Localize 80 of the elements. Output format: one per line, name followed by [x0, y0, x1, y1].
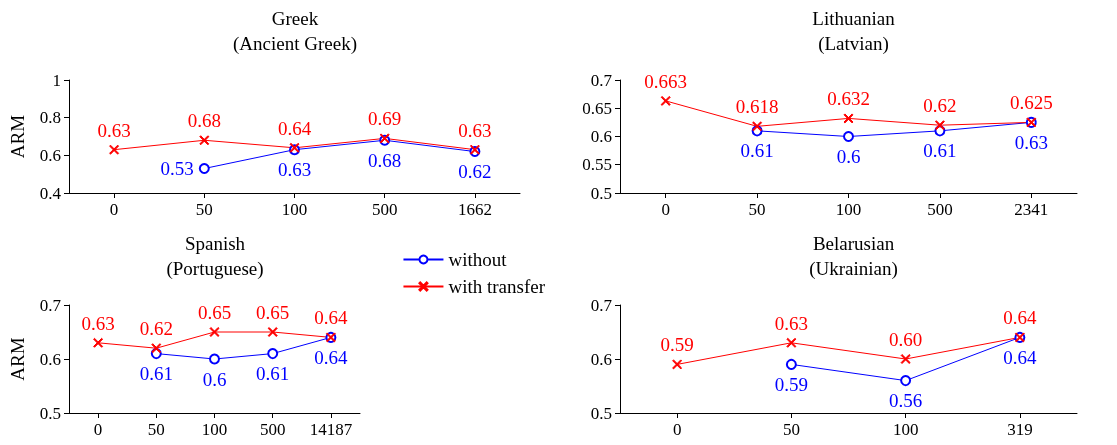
data-label: 0.59 — [660, 334, 694, 356]
data-label: 0.64 — [314, 307, 349, 329]
x-tick-label: 0 — [93, 420, 103, 439]
data-label: 0.63 — [774, 312, 808, 334]
x-tick-label: 0 — [109, 200, 119, 219]
chart-subtitle: (Ukrainian) — [809, 258, 898, 280]
chart-subtitle: (Latvian) — [818, 33, 889, 55]
y-tick-label: 0.6 — [39, 145, 61, 165]
data-label: 0.53 — [160, 158, 194, 180]
data-label: 0.65 — [197, 302, 232, 323]
y-tick-label: 0.8 — [39, 108, 61, 128]
y-tick-label: 0.7 — [590, 295, 613, 315]
data-label: 0.59 — [774, 373, 808, 395]
data-label: 0.618 — [735, 96, 779, 118]
data-label: 0.68 — [368, 149, 402, 171]
y-tick-label: 0.7 — [590, 70, 613, 90]
x-tick-label: 50 — [782, 420, 800, 439]
y-tick-label: 0.5 — [39, 403, 61, 423]
data-label: 0.6 — [202, 368, 227, 390]
x-tick-label: 500 — [371, 200, 398, 219]
y-tick-label: 0.7 — [39, 295, 62, 315]
y-tick-label: 1 — [52, 70, 61, 90]
data-label: 0.56 — [889, 390, 923, 412]
y-tick-label: 0.65 — [582, 98, 612, 118]
x-tick-label: 500 — [927, 200, 953, 219]
data-label: 0.64 — [277, 117, 312, 139]
data-label: 0.63 — [277, 159, 312, 181]
y-tick-label: 0.5 — [590, 183, 612, 203]
y-tick-label: 0.6 — [590, 127, 612, 146]
data-label: 0.64 — [314, 346, 349, 368]
y-tick-label: 0.5 — [590, 403, 612, 423]
x-tick-label: 100 — [892, 420, 919, 439]
data-label: 0.61 — [256, 363, 290, 385]
data-label: 0.62 — [923, 95, 957, 117]
x-tick-label: 14187 — [309, 420, 353, 439]
data-label: 0.64 — [1003, 307, 1037, 329]
x-tick-label: 319 — [1007, 420, 1033, 439]
chart-title: Greek — [271, 8, 319, 29]
y-axis-title: ARM — [7, 114, 28, 159]
data-label: 0.65 — [256, 302, 290, 323]
x-tick-label: 100 — [201, 420, 228, 439]
data-label: 0.68 — [187, 110, 221, 132]
chart-title: Lithuanian — [812, 8, 896, 29]
y-tick-label: 0.6 — [39, 349, 61, 369]
legend-label: with transfer — [448, 276, 546, 297]
data-label: 0.62 — [458, 161, 492, 183]
data-label: 0.63 — [97, 119, 131, 141]
legend-label: without — [448, 249, 508, 270]
x-tick-label: 100 — [281, 200, 308, 219]
data-label: 0.60 — [889, 329, 923, 350]
data-label: 0.63 — [1014, 131, 1048, 153]
x-tick-label: 0 — [672, 420, 682, 439]
x-tick-label: 0 — [661, 200, 670, 219]
chart-subtitle: (Ancient Greek) — [233, 33, 357, 55]
chart-subtitle: (Portuguese) — [166, 258, 264, 280]
x-tick-label: 2341 — [1014, 200, 1049, 219]
data-label: 0.61 — [923, 140, 957, 162]
x-tick-label: 50 — [147, 420, 165, 439]
data-label: 0.61 — [740, 140, 774, 162]
y-tick-label: 0.4 — [39, 183, 62, 203]
chart-title: Belarusian — [812, 233, 895, 254]
data-label: 0.63 — [81, 312, 115, 334]
data-label: 0.61 — [139, 363, 173, 385]
data-label: 0.632 — [827, 88, 870, 110]
x-tick-label: 500 — [259, 420, 286, 439]
chart-title: Spanish — [184, 233, 246, 254]
y-tick-label: 0.6 — [590, 349, 612, 369]
y-tick-label: 0.55 — [582, 155, 612, 175]
data-label: 0.663 — [644, 70, 688, 92]
x-tick-label: 1662 — [457, 200, 492, 219]
data-label: 0.63 — [458, 119, 492, 141]
data-label: 0.62 — [139, 318, 173, 340]
data-label: 0.69 — [368, 108, 402, 130]
data-label: 0.625 — [1009, 92, 1053, 114]
x-tick-label: 50 — [195, 200, 213, 219]
data-label: 0.64 — [1003, 346, 1037, 368]
y-axis-title: ARM — [7, 337, 28, 381]
x-tick-label: 50 — [748, 200, 766, 219]
data-label: 0.6 — [836, 146, 861, 167]
x-tick-label: 100 — [835, 200, 862, 219]
